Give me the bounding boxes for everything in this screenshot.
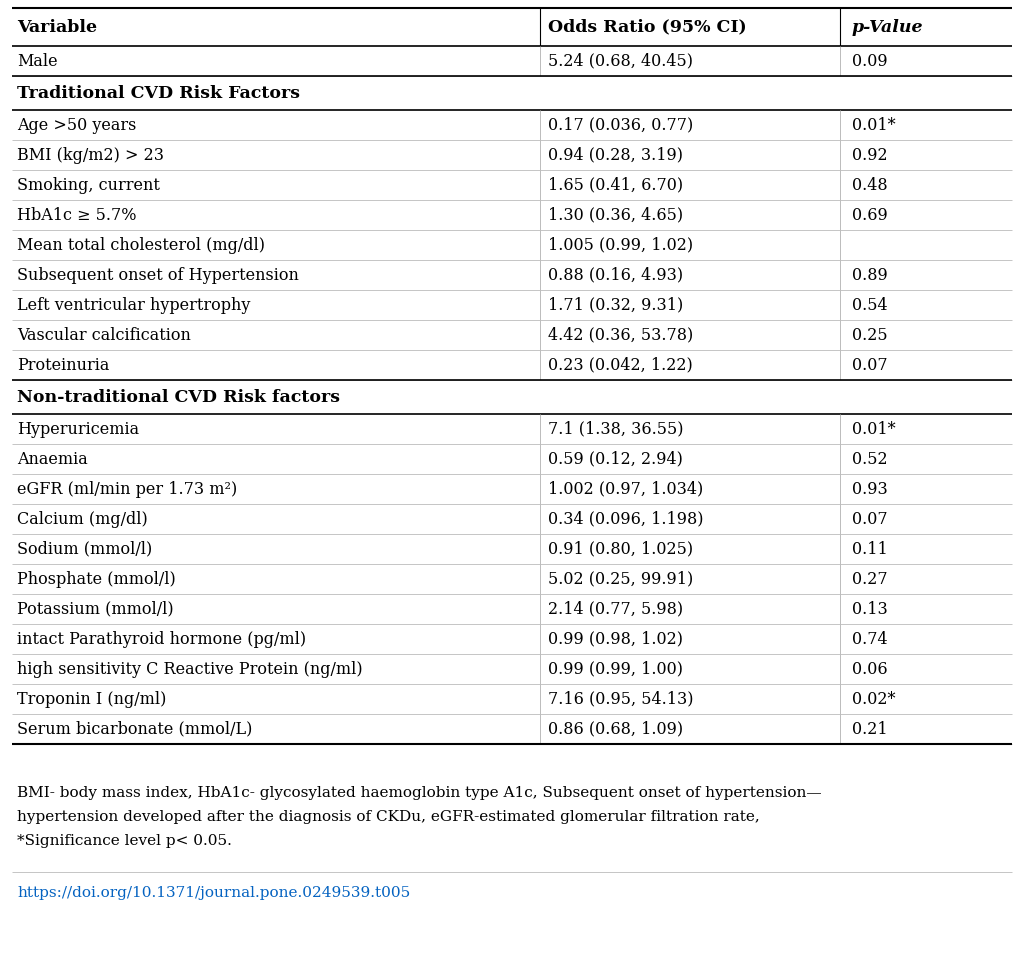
Text: 0.06: 0.06 — [852, 661, 888, 677]
Text: eGFR (ml/min per 1.73 m²): eGFR (ml/min per 1.73 m²) — [17, 480, 238, 498]
Text: hypertension developed after the diagnosis of CKDu, eGFR-estimated glomerular fi: hypertension developed after the diagnos… — [17, 810, 760, 824]
Text: 1.005 (0.99, 1.02): 1.005 (0.99, 1.02) — [548, 236, 693, 254]
Text: Phosphate (mmol/l): Phosphate (mmol/l) — [17, 570, 176, 587]
Text: 7.1 (1.38, 36.55): 7.1 (1.38, 36.55) — [548, 420, 683, 437]
Text: 0.93: 0.93 — [852, 480, 888, 498]
Text: Anaemia: Anaemia — [17, 451, 88, 467]
Text: p-Value: p-Value — [852, 19, 924, 35]
Text: Proteinuria: Proteinuria — [17, 357, 110, 373]
Text: Odds Ratio (95% CI): Odds Ratio (95% CI) — [548, 19, 746, 35]
Text: 0.99 (0.99, 1.00): 0.99 (0.99, 1.00) — [548, 661, 683, 677]
Text: 0.23 (0.042, 1.22): 0.23 (0.042, 1.22) — [548, 357, 692, 373]
Text: 1.71 (0.32, 9.31): 1.71 (0.32, 9.31) — [548, 297, 683, 314]
Text: 5.24 (0.68, 40.45): 5.24 (0.68, 40.45) — [548, 53, 692, 70]
Text: 0.74: 0.74 — [852, 630, 888, 648]
Text: 0.21: 0.21 — [852, 720, 888, 738]
Text: 0.11: 0.11 — [852, 541, 888, 558]
Text: 0.88 (0.16, 4.93): 0.88 (0.16, 4.93) — [548, 267, 683, 283]
Text: 0.27: 0.27 — [852, 570, 888, 587]
Text: 0.09: 0.09 — [852, 53, 888, 70]
Text: Mean total cholesterol (mg/dl): Mean total cholesterol (mg/dl) — [17, 236, 265, 254]
Text: 0.01*: 0.01* — [852, 117, 895, 133]
Text: HbA1c ≥ 5.7%: HbA1c ≥ 5.7% — [17, 207, 137, 223]
Text: 1.65 (0.41, 6.70): 1.65 (0.41, 6.70) — [548, 176, 683, 193]
Text: 0.86 (0.68, 1.09): 0.86 (0.68, 1.09) — [548, 720, 683, 738]
Text: 0.48: 0.48 — [852, 176, 888, 193]
Text: 0.59 (0.12, 2.94): 0.59 (0.12, 2.94) — [548, 451, 683, 467]
Text: Potassium (mmol/l): Potassium (mmol/l) — [17, 601, 174, 617]
Text: 0.17 (0.036, 0.77): 0.17 (0.036, 0.77) — [548, 117, 693, 133]
Text: 0.25: 0.25 — [852, 326, 888, 344]
Text: Vascular calcification: Vascular calcification — [17, 326, 191, 344]
Text: 0.07: 0.07 — [852, 511, 888, 527]
Text: high sensitivity C Reactive Protein (ng/ml): high sensitivity C Reactive Protein (ng/… — [17, 661, 362, 677]
Text: Left ventricular hypertrophy: Left ventricular hypertrophy — [17, 297, 251, 314]
Text: *Significance level p< 0.05.: *Significance level p< 0.05. — [17, 834, 232, 848]
Text: 4.42 (0.36, 53.78): 4.42 (0.36, 53.78) — [548, 326, 693, 344]
Text: 0.07: 0.07 — [852, 357, 888, 373]
Text: 0.91 (0.80, 1.025): 0.91 (0.80, 1.025) — [548, 541, 693, 558]
Text: Male: Male — [17, 53, 58, 70]
Text: Age >50 years: Age >50 years — [17, 117, 136, 133]
Text: 0.92: 0.92 — [852, 146, 888, 164]
Text: Sodium (mmol/l): Sodium (mmol/l) — [17, 541, 153, 558]
Text: Serum bicarbonate (mmol/L): Serum bicarbonate (mmol/L) — [17, 720, 253, 738]
Text: 0.02*: 0.02* — [852, 691, 895, 708]
Text: 0.54: 0.54 — [852, 297, 888, 314]
Text: 0.69: 0.69 — [852, 207, 888, 223]
Text: BMI (kg/m2) > 23: BMI (kg/m2) > 23 — [17, 146, 164, 164]
Text: 0.34 (0.096, 1.198): 0.34 (0.096, 1.198) — [548, 511, 703, 527]
Text: 1.30 (0.36, 4.65): 1.30 (0.36, 4.65) — [548, 207, 683, 223]
Text: intact Parathyroid hormone (pg/ml): intact Parathyroid hormone (pg/ml) — [17, 630, 306, 648]
Text: 0.89: 0.89 — [852, 267, 888, 283]
Text: 5.02 (0.25, 99.91): 5.02 (0.25, 99.91) — [548, 570, 693, 587]
Text: Variable: Variable — [17, 19, 97, 35]
Text: 0.99 (0.98, 1.02): 0.99 (0.98, 1.02) — [548, 630, 683, 648]
Text: 2.14 (0.77, 5.98): 2.14 (0.77, 5.98) — [548, 601, 683, 617]
Text: 0.01*: 0.01* — [852, 420, 895, 437]
Text: 0.52: 0.52 — [852, 451, 888, 467]
Text: Traditional CVD Risk Factors: Traditional CVD Risk Factors — [17, 84, 300, 102]
Text: Calcium (mg/dl): Calcium (mg/dl) — [17, 511, 148, 527]
Text: https://doi.org/10.1371/journal.pone.0249539.t005: https://doi.org/10.1371/journal.pone.024… — [17, 886, 411, 900]
Text: Troponin I (ng/ml): Troponin I (ng/ml) — [17, 691, 167, 708]
Text: 0.13: 0.13 — [852, 601, 888, 617]
Text: Smoking, current: Smoking, current — [17, 176, 160, 193]
Text: Hyperuricemia: Hyperuricemia — [17, 420, 139, 437]
Text: Non-traditional CVD Risk factors: Non-traditional CVD Risk factors — [17, 388, 340, 406]
Text: BMI- body mass index, HbA1c- glycosylated haemoglobin type A1c, Subsequent onset: BMI- body mass index, HbA1c- glycosylate… — [17, 786, 822, 800]
Text: 1.002 (0.97, 1.034): 1.002 (0.97, 1.034) — [548, 480, 702, 498]
Text: 0.94 (0.28, 3.19): 0.94 (0.28, 3.19) — [548, 146, 683, 164]
Text: 7.16 (0.95, 54.13): 7.16 (0.95, 54.13) — [548, 691, 693, 708]
Text: Subsequent onset of Hypertension: Subsequent onset of Hypertension — [17, 267, 299, 283]
